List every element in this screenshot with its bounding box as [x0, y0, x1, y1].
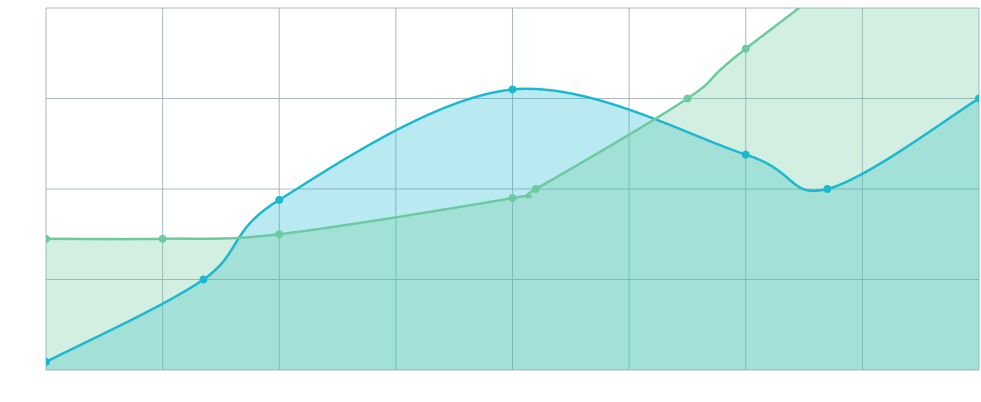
- point: [683, 94, 692, 103]
- point: [975, 94, 979, 103]
- point: [531, 185, 540, 193]
- point: [199, 275, 208, 284]
- point: [275, 195, 284, 204]
- point: [46, 234, 50, 243]
- plot-area: [46, 8, 979, 370]
- point: [275, 230, 284, 239]
- area-fill: [46, 88, 979, 370]
- point: [46, 357, 50, 366]
- point: [741, 44, 750, 53]
- area-fill: [46, 8, 979, 370]
- point: [508, 194, 517, 203]
- line: [46, 8, 802, 241]
- point: [158, 234, 167, 243]
- point: [741, 150, 750, 159]
- point: [508, 85, 517, 94]
- point: [823, 185, 832, 193]
